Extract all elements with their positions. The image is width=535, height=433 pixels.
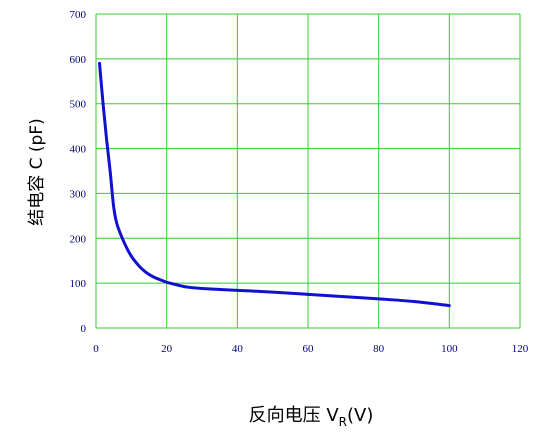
x-tick-label: 80 [373,343,385,355]
x-tick-label: 60 [303,343,315,355]
y-axis-title: 结电容 C (pF) [27,118,47,226]
tick-labels: 0 20 40 60 80 100 120 0 100 200 300 400 500 600 700 [70,9,529,355]
y-tick-label: 700 [70,9,87,21]
y-tick-label: 400 [70,144,87,156]
x-axis-title-subscript: R [339,415,347,429]
grid [95,13,521,329]
x-tick-label: 40 [232,343,244,355]
x-axis-title-unit: (V) [347,405,373,426]
x-tick-label: 20 [161,343,173,355]
x-tick-label: 100 [441,343,458,355]
y-tick-label: 600 [70,54,87,66]
y-tick-label: 100 [70,278,87,290]
x-axis-title-main: 反向电压 V [249,405,340,426]
x-tick-label: 0 [93,343,99,355]
y-tick-label: 0 [81,323,87,335]
y-tick-label: 200 [70,233,87,245]
x-axis-title: 反向电压 VR(V) [249,405,374,429]
y-tick-label: 500 [70,99,87,111]
x-tick-label: 120 [512,343,529,355]
y-tick-label: 300 [70,188,87,200]
series-line [98,61,451,308]
